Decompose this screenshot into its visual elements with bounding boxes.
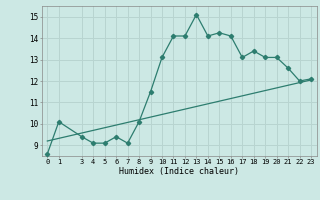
X-axis label: Humidex (Indice chaleur): Humidex (Indice chaleur)	[119, 167, 239, 176]
